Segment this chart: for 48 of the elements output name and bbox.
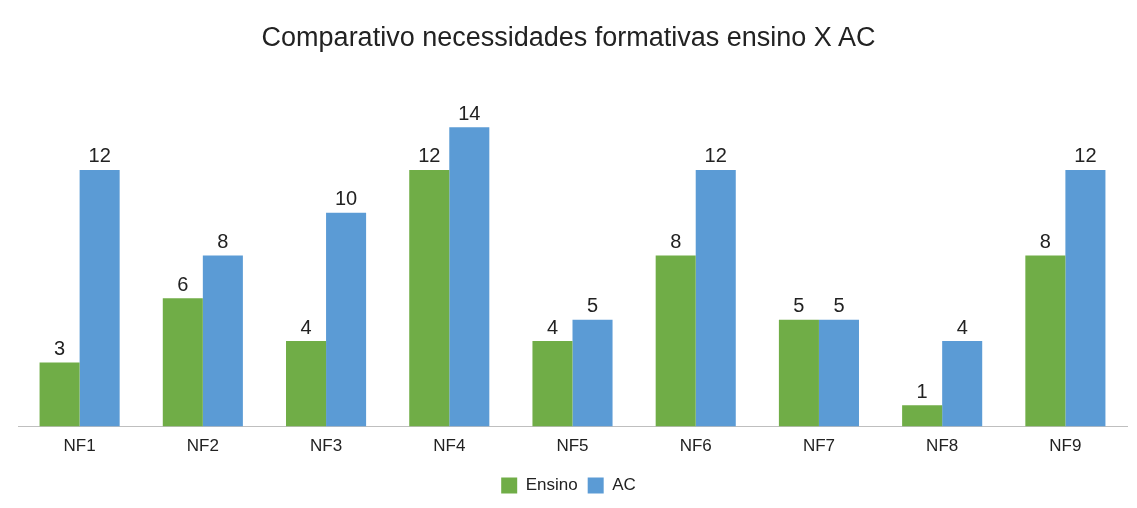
data-label: 5 — [586, 294, 599, 317]
data-label: 1 — [916, 379, 928, 402]
x-tick-label: NF8 — [926, 436, 959, 456]
data-label: 12 — [704, 144, 727, 167]
bar — [286, 341, 327, 427]
data-label: 3 — [54, 336, 66, 359]
bar — [1025, 255, 1066, 427]
bar — [572, 319, 613, 427]
x-tick-label: NF6 — [679, 436, 712, 456]
x-tick-label: NF9 — [1049, 436, 1082, 456]
data-label: 5 — [833, 294, 845, 317]
bar — [902, 405, 943, 427]
data-label: 4 — [956, 315, 968, 338]
bar — [409, 169, 450, 427]
data-label: 4 — [546, 315, 559, 338]
x-tick-label: NF1 — [63, 436, 96, 456]
bar — [942, 341, 983, 427]
x-tick-label: NF5 — [556, 436, 589, 456]
bar — [1065, 169, 1106, 427]
x-tick-label: NF2 — [186, 436, 219, 456]
bar — [162, 298, 203, 427]
bar — [818, 319, 859, 427]
data-label: 14 — [458, 101, 481, 124]
bar — [79, 169, 120, 427]
legend-label: AC — [612, 475, 636, 495]
bar — [695, 169, 736, 427]
bar — [202, 255, 243, 427]
bar — [326, 212, 367, 427]
bar — [39, 362, 80, 427]
data-label: 10 — [334, 187, 358, 210]
data-label: 12 — [418, 144, 441, 167]
x-tick-label: NF4 — [433, 436, 466, 456]
bar — [449, 127, 490, 427]
chart-title: Comparativo necessidades formativas ensino X AC — [261, 21, 876, 52]
data-label: 6 — [177, 272, 189, 295]
data-label: 8 — [670, 230, 682, 253]
data-label: 8 — [1039, 230, 1051, 253]
data-label: 12 — [88, 144, 111, 167]
data-label: 12 — [1074, 144, 1097, 167]
bar — [532, 341, 573, 427]
x-tick-label: NF7 — [802, 436, 836, 456]
bar — [655, 255, 696, 427]
x-tick-label: NF3 — [309, 436, 343, 456]
data-label: 5 — [793, 294, 805, 317]
legend-label: Ensino — [525, 475, 578, 495]
data-label: 8 — [217, 230, 229, 253]
bar — [778, 319, 819, 427]
data-label: 4 — [300, 315, 312, 338]
